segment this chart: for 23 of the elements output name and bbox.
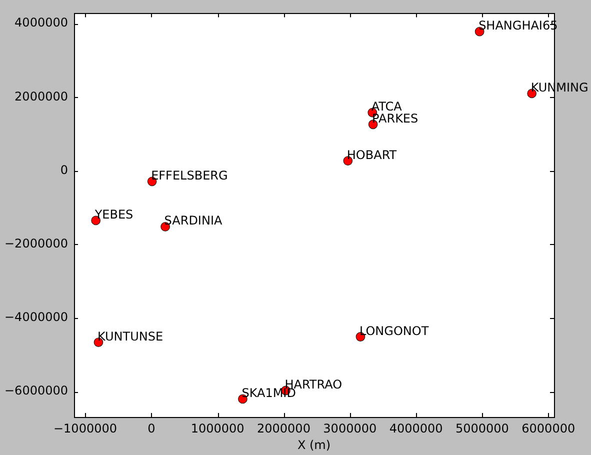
x-tick-label: 5000000	[455, 421, 509, 436]
x-tick-label: 1000000	[190, 421, 244, 436]
y-tick-label: −2000000	[4, 236, 68, 250]
annotation: SARDINIA	[164, 214, 223, 228]
annotation: EFFELSBERG	[151, 168, 228, 182]
y-tick-label: 0	[60, 162, 68, 177]
x-tick-label: 0	[148, 421, 156, 436]
annotation: LONGONOT	[359, 324, 430, 338]
annotation: ATCA	[371, 100, 403, 114]
annotation: YEBES	[94, 207, 134, 222]
x-tick-label: 4000000	[389, 421, 443, 436]
x-axis-title: X (m)	[297, 438, 331, 452]
annotation: HOBART	[346, 148, 398, 162]
y-tick-label: −6000000	[4, 384, 68, 398]
annotation: KUNTUNSE	[97, 329, 164, 344]
annotation: PARKES	[372, 111, 418, 126]
x-tick-label: 2000000	[257, 421, 310, 436]
y-tick-label: 4000000	[14, 16, 68, 30]
x-tick-label: −1000000	[53, 421, 117, 436]
x-tick-label: 6000000	[522, 421, 576, 436]
x-tick-label: 3000000	[323, 421, 377, 436]
y-tick-label: −4000000	[4, 310, 68, 324]
y-tick-label: 2000000	[14, 89, 68, 104]
